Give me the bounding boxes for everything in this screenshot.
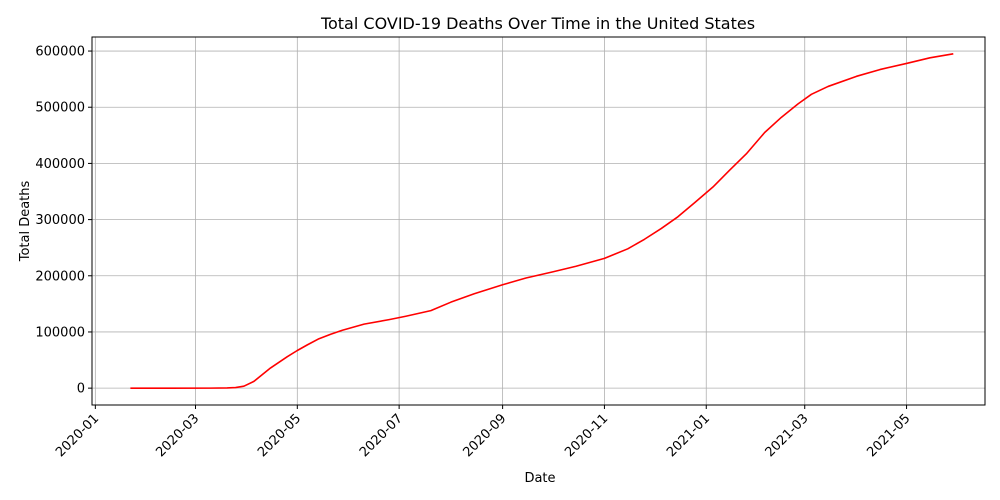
series-line [130, 53, 954, 389]
plot-frame [91, 36, 986, 406]
y-tick-label: 100000 [35, 325, 85, 340]
y-tick-label: 200000 [35, 269, 85, 284]
y-axis-ticks: 0 100000 200000 300000 400000 500000 600000 [35, 45, 92, 397]
y-tick-label: 300000 [35, 213, 85, 228]
y-tick-label: 400000 [35, 157, 85, 172]
series-layer [130, 53, 954, 389]
chart-title: Total COVID-19 Deaths Over Time in the U… [320, 14, 755, 33]
y-tick-label: 0 [77, 382, 85, 397]
x-axis-label: Date [524, 471, 555, 486]
y-axis-label: Total Deaths [18, 180, 33, 262]
y-tick-label: 600000 [35, 45, 85, 60]
y-tick-label: 500000 [35, 101, 85, 116]
